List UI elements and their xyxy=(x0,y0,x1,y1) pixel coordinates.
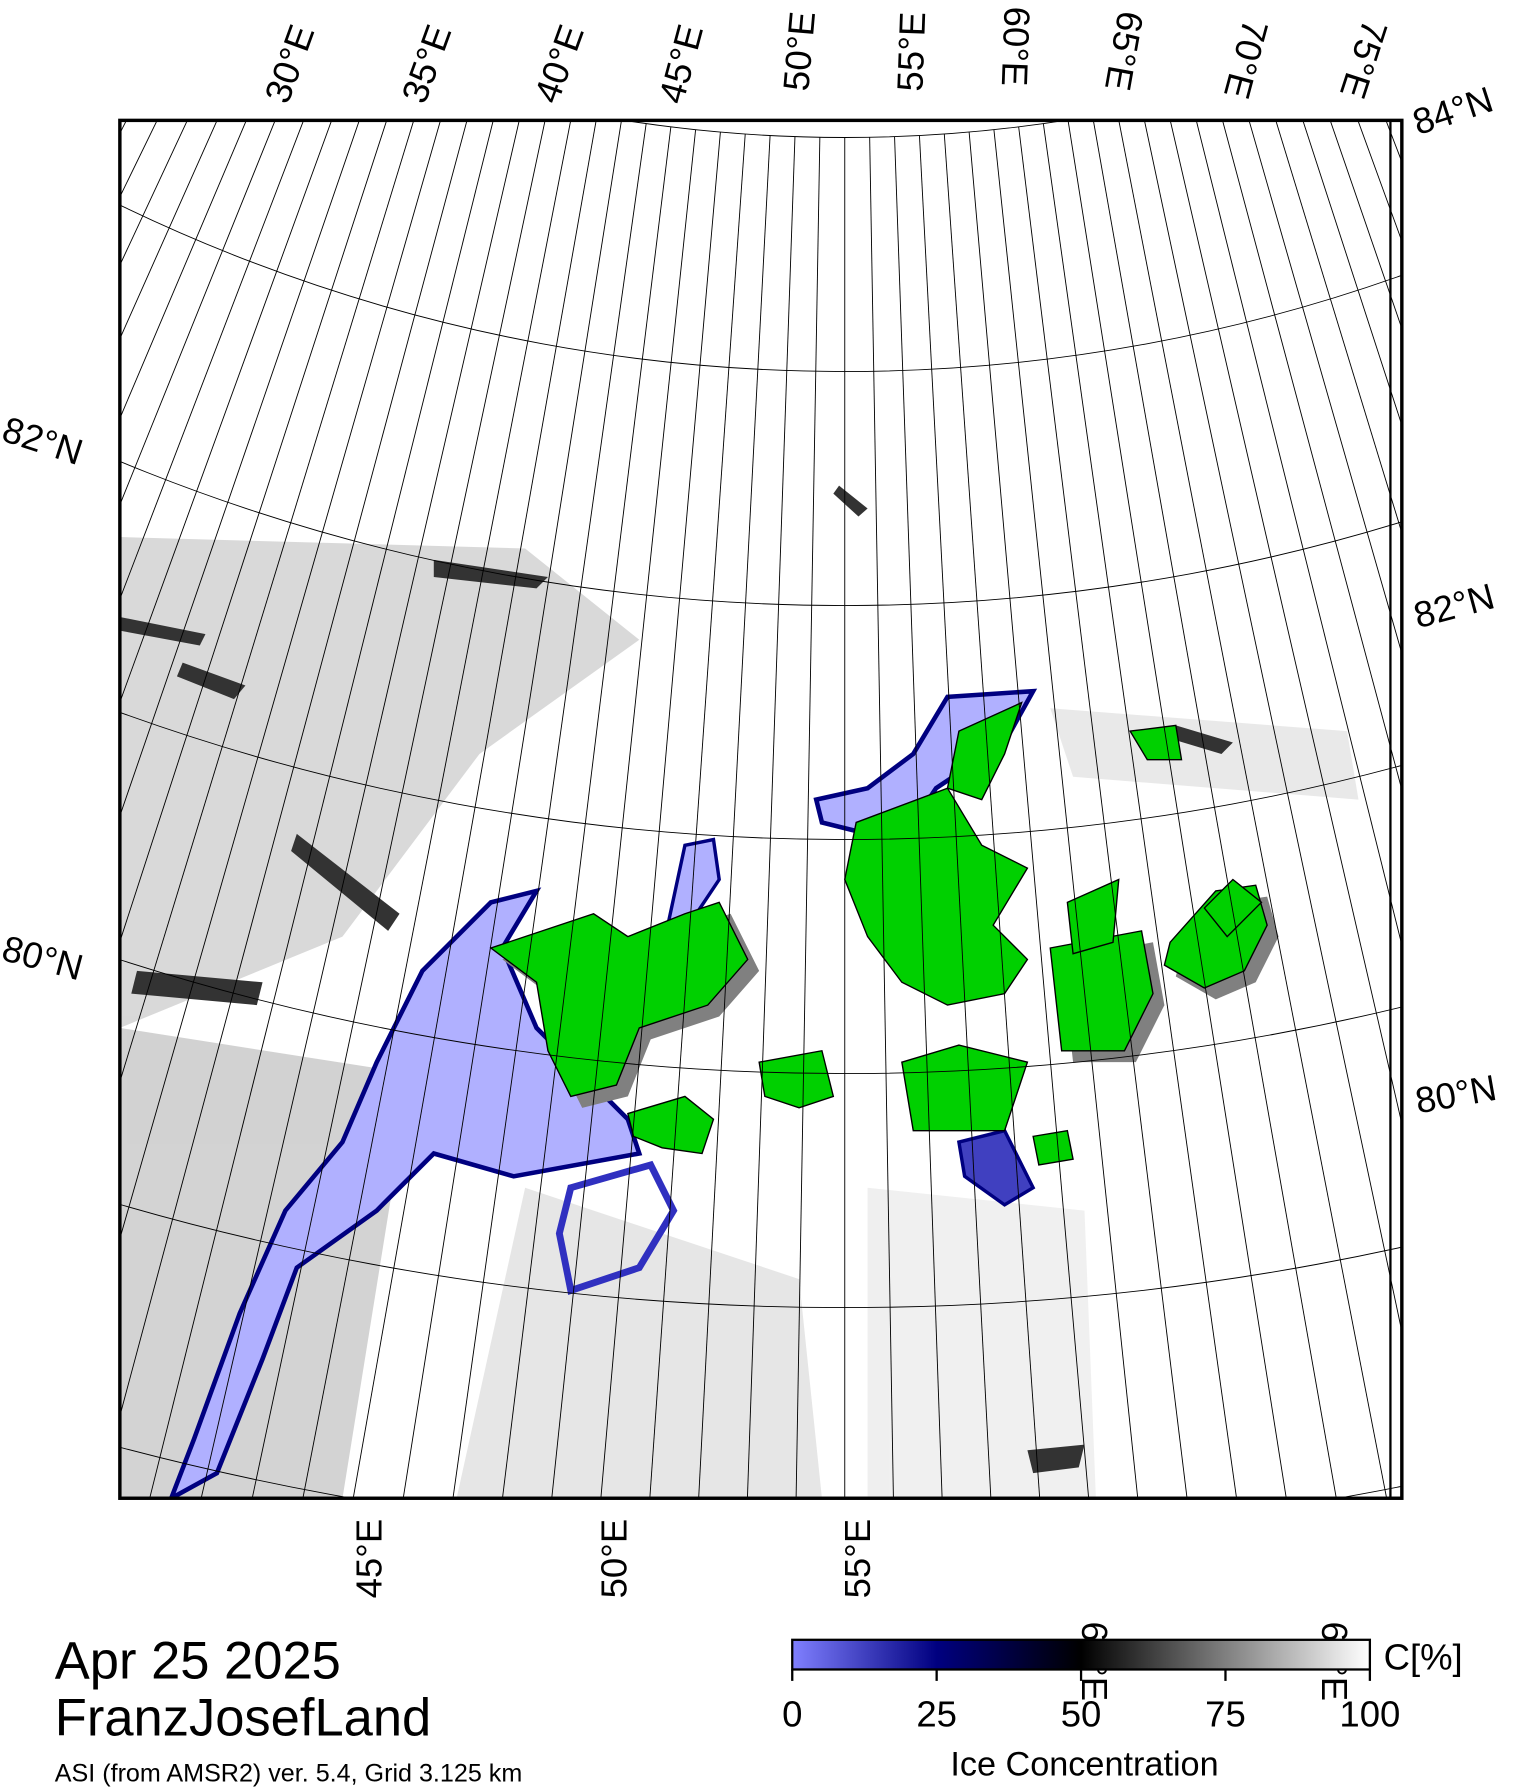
tick-label: 100 xyxy=(1339,1694,1400,1735)
meridian xyxy=(452,123,647,1499)
meridian xyxy=(600,132,721,1499)
subtitle: ASI (from AMSR2) ver. 5.4, Grid 3.125 km xyxy=(55,1759,522,1787)
meridian xyxy=(119,120,441,1241)
meridian xyxy=(119,120,360,818)
meridian xyxy=(200,120,520,1499)
tick-label: 0 xyxy=(782,1694,802,1735)
meridian xyxy=(943,133,1041,1499)
meridian xyxy=(119,120,305,601)
meridian xyxy=(1329,120,1402,330)
meridian xyxy=(119,120,218,340)
meridian xyxy=(993,129,1139,1499)
tick-label: 25 xyxy=(916,1694,957,1735)
meridian xyxy=(649,133,746,1499)
meridian xyxy=(119,120,276,506)
colorbar-title: Ice Concentration xyxy=(950,1746,1218,1784)
tick-label: 50 xyxy=(1061,1694,1102,1735)
left-labels: 82°N 80°N xyxy=(0,409,88,989)
meridian xyxy=(1018,126,1188,1499)
meridian xyxy=(1143,120,1402,1334)
meridian xyxy=(119,120,247,420)
fast-ice xyxy=(555,1160,678,1295)
meridian xyxy=(894,136,943,1499)
lon-label: 65°E xyxy=(1097,8,1151,93)
lon-label: 75°E xyxy=(1332,15,1396,103)
parallel xyxy=(623,120,1066,138)
bottom-labels: 45°E 50°E 55°E 60°E 65°E xyxy=(348,1519,1355,1701)
meridian xyxy=(1448,4,1516,1504)
meridian xyxy=(402,120,622,1499)
meridian xyxy=(795,137,821,1499)
meridian xyxy=(149,120,494,1499)
meridian xyxy=(551,129,697,1499)
lon-label: 45°E xyxy=(348,1519,389,1599)
meridian xyxy=(119,120,468,1418)
lat-label: 82°N xyxy=(0,409,88,473)
meridian xyxy=(1067,120,1287,1499)
meridian xyxy=(119,120,415,1084)
meridian xyxy=(1470,0,1516,1481)
meridian xyxy=(119,120,388,944)
meridian xyxy=(1118,120,1388,1499)
meridian xyxy=(869,137,894,1499)
lon-label: 55°E xyxy=(837,1519,878,1599)
meridian xyxy=(698,135,771,1499)
meridian xyxy=(502,126,672,1499)
lon-label: 50°E xyxy=(594,1519,635,1599)
meridian xyxy=(1092,120,1337,1499)
region: FranzJosefLand xyxy=(55,1689,431,1748)
map-frame xyxy=(118,118,1404,1500)
lon-label: 35°E xyxy=(394,19,460,108)
meridian xyxy=(302,120,572,1499)
meridian xyxy=(746,136,796,1499)
land xyxy=(489,701,1268,1166)
right-labels: 84°N 82°N 80°N xyxy=(1408,79,1500,1122)
meridian xyxy=(119,120,333,704)
lat-label: 80°N xyxy=(1412,1067,1499,1122)
lon-label: 60°E xyxy=(994,6,1038,87)
meridian xyxy=(1169,120,1402,1126)
lon-label: 55°E xyxy=(889,11,933,92)
meridian xyxy=(1302,120,1402,427)
meridian xyxy=(1248,120,1402,655)
meridian xyxy=(1042,123,1238,1499)
lat-label: 82°N xyxy=(1409,575,1498,636)
meridian xyxy=(918,135,992,1499)
meridian xyxy=(968,132,1090,1499)
date: Apr 25 2025 xyxy=(55,1632,341,1691)
colorbar-ticks: 0 25 50 75 100 xyxy=(782,1669,1400,1735)
tick-label: 75 xyxy=(1205,1694,1246,1735)
lon-label: 30°E xyxy=(257,19,323,108)
meridian xyxy=(1425,14,1516,1526)
lon-label: 40°E xyxy=(526,19,592,108)
meridian xyxy=(251,120,546,1499)
meridian xyxy=(1222,120,1402,792)
lon-label: 50°E xyxy=(775,10,823,93)
meridian xyxy=(1493,0,1516,1457)
lon-label: 70°E xyxy=(1216,16,1276,103)
meridian xyxy=(119,120,188,267)
colorbar xyxy=(791,1638,1372,1671)
lat-label: 84°N xyxy=(1408,79,1498,143)
meridian xyxy=(352,120,597,1499)
meridian xyxy=(1402,24,1516,1548)
colorbar-unit: C[%] xyxy=(1384,1636,1463,1677)
lon-label: 45°E xyxy=(651,20,711,107)
meridian xyxy=(1275,120,1402,535)
top-labels: 30°E 35°E 40°E 45°E 50°E 55°E 60°E 65°E … xyxy=(257,6,1396,108)
lat-label: 80°N xyxy=(0,928,87,989)
meridian xyxy=(0,0,131,1380)
